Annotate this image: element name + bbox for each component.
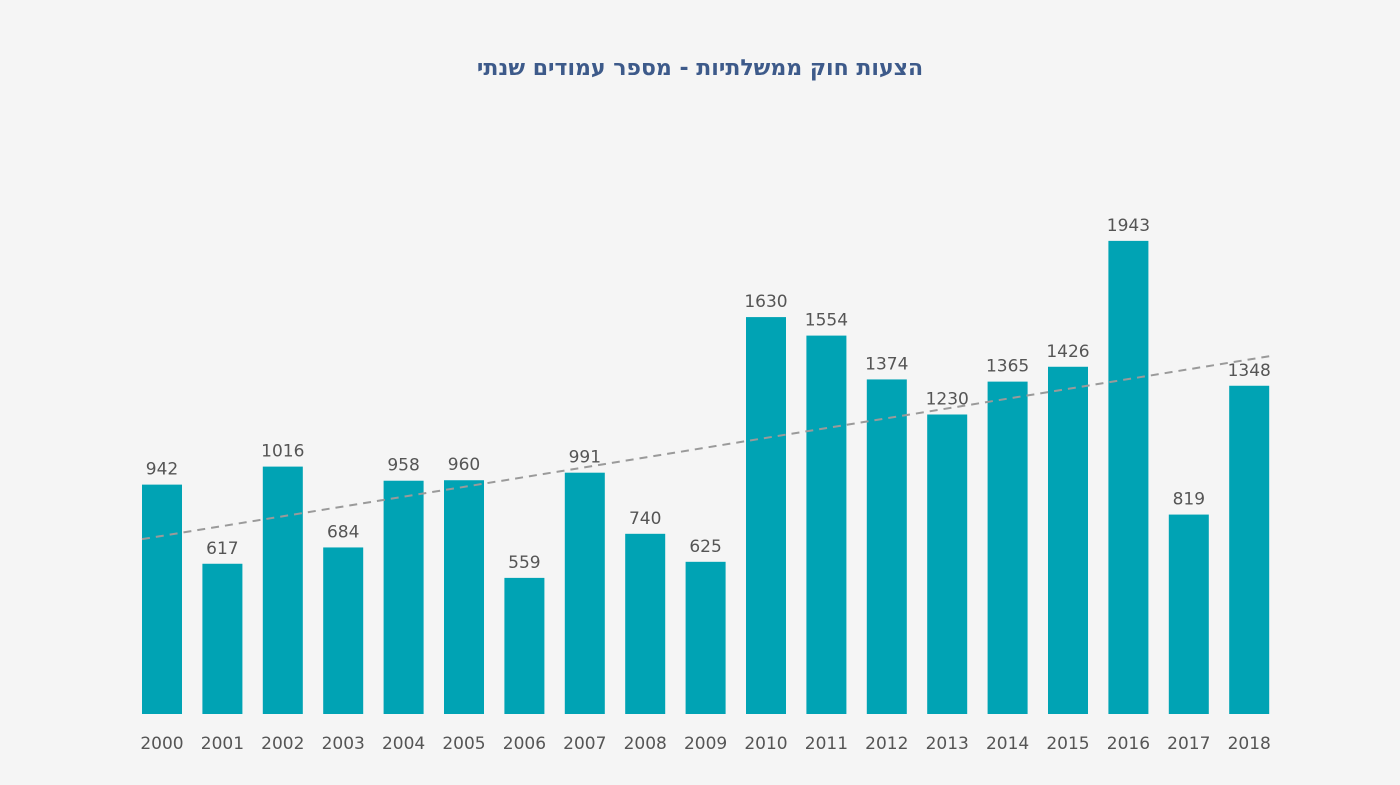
x-tick-label: 2003 — [322, 734, 365, 754]
x-tick-label: 2009 — [684, 734, 727, 754]
bar — [262, 466, 303, 714]
data-label: 958 — [387, 456, 419, 476]
x-tick-label: 2016 — [1107, 734, 1150, 754]
bar — [806, 335, 847, 714]
x-tick-label: 2018 — [1228, 734, 1271, 754]
x-tick-label: 2006 — [503, 734, 546, 754]
bar — [142, 484, 182, 714]
data-label: 1016 — [261, 442, 304, 462]
x-tick-label: 2013 — [926, 734, 969, 754]
bar — [323, 547, 364, 714]
bar — [202, 563, 243, 714]
data-label: 1374 — [865, 354, 908, 374]
data-label: 625 — [689, 537, 721, 557]
data-label: 559 — [508, 553, 540, 573]
data-label: 1348 — [1228, 361, 1271, 381]
bar — [504, 577, 545, 714]
x-tick-label: 2008 — [624, 734, 667, 754]
data-label: 942 — [146, 460, 178, 480]
bar — [1168, 514, 1209, 714]
x-tick-label: 2002 — [261, 734, 304, 754]
data-label: 819 — [1173, 490, 1205, 510]
bar — [1229, 385, 1270, 714]
data-label: 1554 — [805, 311, 848, 331]
x-tick-label: 2004 — [382, 734, 425, 754]
x-tick-label: 2000 — [140, 734, 183, 754]
x-tick-label: 2010 — [744, 734, 787, 754]
data-label: 1630 — [744, 292, 787, 312]
bar — [383, 480, 424, 714]
data-label: 740 — [629, 509, 661, 529]
trendline — [141, 355, 1270, 541]
x-tick-label: 2017 — [1167, 734, 1210, 754]
data-label: 1426 — [1046, 342, 1089, 362]
chart-title: הצעות חוק ממשלתיות - מספר עמודים שנתי — [476, 56, 924, 81]
bar — [866, 379, 907, 714]
bar — [927, 414, 968, 714]
x-tick-label: 2015 — [1046, 734, 1089, 754]
data-label: 960 — [448, 455, 480, 475]
data-label: 1230 — [926, 389, 969, 409]
bar — [746, 317, 786, 714]
bar — [685, 561, 726, 714]
bar — [444, 480, 484, 714]
data-label: 684 — [327, 522, 359, 542]
bar — [1108, 240, 1149, 714]
x-tick-label: 2007 — [563, 734, 606, 754]
bar — [987, 381, 1028, 714]
data-label: 1943 — [1107, 216, 1150, 236]
x-tick-label: 2001 — [201, 734, 244, 754]
bar — [625, 533, 666, 714]
x-tick-label: 2012 — [865, 734, 908, 754]
data-label: 617 — [206, 539, 238, 559]
x-tick-label: 2005 — [442, 734, 485, 754]
x-tick-label: 2011 — [805, 734, 848, 754]
bar — [1048, 366, 1088, 714]
bar — [564, 472, 605, 714]
data-label: 991 — [569, 448, 601, 468]
x-tick-label: 2014 — [986, 734, 1029, 754]
data-label: 1365 — [986, 357, 1029, 377]
